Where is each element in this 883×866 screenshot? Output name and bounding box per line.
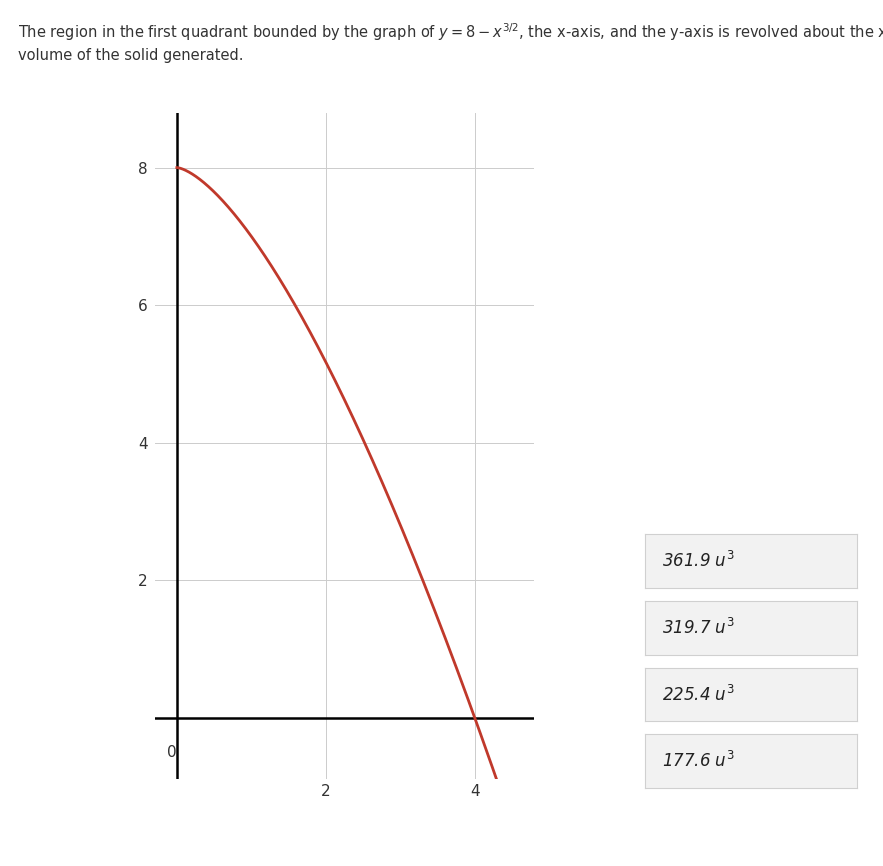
Text: 177.6 $u^3$: 177.6 $u^3$ <box>661 751 735 772</box>
Text: 225.4 $u^3$: 225.4 $u^3$ <box>661 684 735 705</box>
Text: The region in the first quadrant bounded by the graph of $y=8-x^{3/2}$, the x-ax: The region in the first quadrant bounded… <box>18 22 883 43</box>
Text: 361.9 $u^3$: 361.9 $u^3$ <box>661 551 735 572</box>
Text: volume of the solid generated.: volume of the solid generated. <box>18 48 243 62</box>
Text: 319.7 $u^3$: 319.7 $u^3$ <box>661 617 735 638</box>
Text: 0: 0 <box>167 746 177 760</box>
